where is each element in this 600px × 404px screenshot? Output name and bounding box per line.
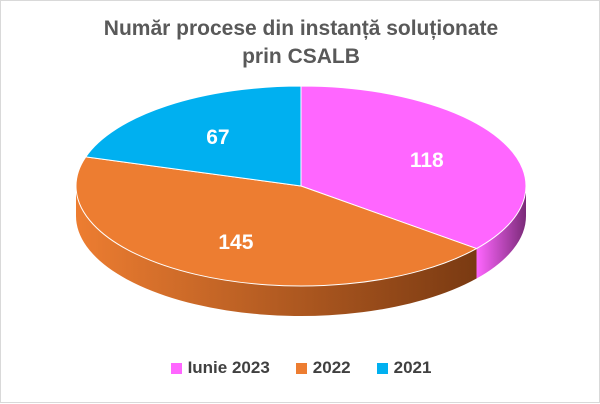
legend-label-2021: 2021 bbox=[393, 358, 432, 377]
pie-slice-2022 bbox=[75, 156, 478, 287]
legend-label-iunie-2023: Iunie 2023 bbox=[187, 358, 270, 377]
data-label-iunie-2023: 118 bbox=[410, 149, 444, 172]
legend-swatch-2022 bbox=[295, 362, 307, 374]
chart-title-line-2: prin CSALB bbox=[242, 45, 360, 68]
legend-item-iunie-2023: Iunie 2023 bbox=[170, 358, 270, 378]
pie-side-2022 bbox=[76, 186, 477, 316]
legend-item-2022: 2022 bbox=[295, 358, 351, 378]
pie-slice-2021 bbox=[84, 85, 302, 187]
legend-label-2022: 2022 bbox=[312, 358, 351, 377]
chart-title-line-1: Număr procese din instanță soluționate bbox=[103, 17, 499, 40]
data-label-2021: 67 bbox=[206, 126, 229, 149]
legend-swatch-2021 bbox=[376, 362, 388, 374]
chart-title: Număr procese din instanță soluționate p… bbox=[1, 15, 600, 71]
legend-item-2021: 2021 bbox=[376, 358, 432, 378]
pie-slice-iunie-2023 bbox=[300, 85, 527, 250]
legend: Iunie 2023 2022 2021 bbox=[1, 358, 600, 378]
data-label-2022: 145 bbox=[218, 231, 253, 254]
legend-swatch-iunie-2023 bbox=[170, 362, 182, 374]
